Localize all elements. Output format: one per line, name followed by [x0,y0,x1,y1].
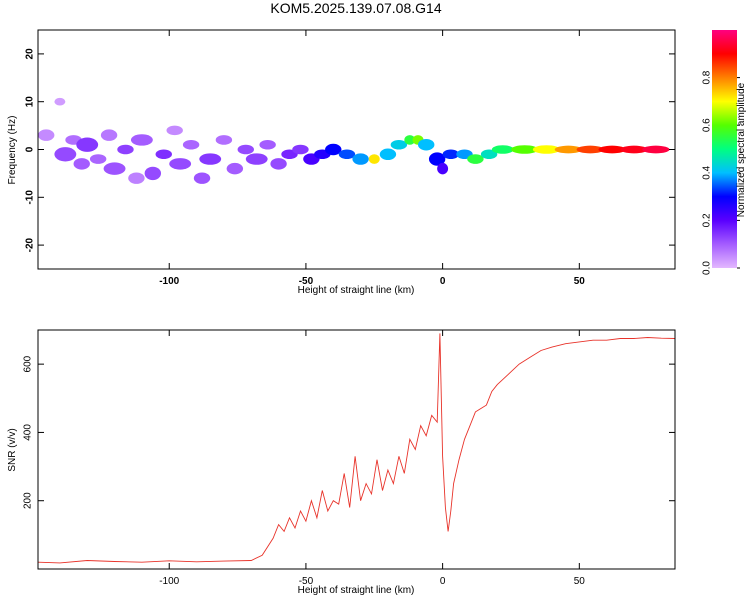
snr-frame [37,329,676,570]
y-tick-label: 10 [25,96,36,108]
spectrogram-blob [338,149,356,160]
spectrogram-blob [54,147,77,162]
spectrogram-blob [270,158,287,170]
spectrogram-blob [368,154,380,164]
y-tick-label: 600 [23,355,34,372]
spectrogram-blob [379,148,397,161]
spectrogram-blob [76,137,99,152]
snr-series-line [38,333,675,564]
spectrogram-blob [598,145,626,154]
spectrogram-blob [155,149,172,160]
spectrogram-blob [404,135,416,145]
y-tick-label: 20 [25,48,36,60]
spectrogram-y-ticks: -20 -10 0 10 20 [25,48,675,252]
spectrogram-y-axis-label: Frequency (Hz) [7,116,18,185]
spectrogram-blob [89,154,107,164]
spectrogram-blob [554,145,583,154]
x-tick-label: 0 [440,576,446,587]
y-tick-label: 0 [25,146,36,152]
x-tick-label: 50 [574,276,586,287]
colorbar-tick-label: 0.8 [702,70,713,84]
spectrogram-blob [390,139,408,150]
spectrogram-blob [418,138,435,151]
colorbar-ticks: 0.0 0.2 0.4 0.6 0.8 [702,70,740,275]
spectrogram-marks [38,97,670,184]
spectrogram-blob [128,172,145,184]
colorbar-label: Normalized spectral amplitude [736,82,747,217]
spectrogram-x-ticks: -100 -50 0 50 [159,30,585,287]
snr-y-ticks: 200 400 600 [23,355,675,509]
y-tick-label: 400 [23,424,34,441]
spectrogram-blob [292,144,309,155]
spectrogram-blob [54,97,66,106]
colorbar-tick-label: 0.4 [702,165,713,179]
spectrogram-blob [130,134,153,146]
spectrogram-blob [166,125,183,136]
colorbar-tick-label: 0.0 [702,261,713,275]
spectrogram-blob [325,143,342,156]
spectrogram-blob [182,139,200,150]
spectrogram-blob [642,145,670,154]
spectrogram-blob [428,152,446,166]
snr-x-axis-label: Height of straight line (km) [298,585,415,596]
spectrogram-blob [510,145,539,154]
spectrogram-blob [169,158,192,170]
x-tick-label: 50 [574,576,586,587]
spectrogram-blob [352,153,369,165]
snr-panel: -100 -50 0 50 200 400 600 Height of straight … [7,329,676,596]
spectrogram-blob [237,144,254,155]
spectrogram-blob [442,149,460,160]
y-tick-label: 200 [23,492,34,509]
x-tick-label: -50 [299,276,314,287]
colorbar: 0.0 0.2 0.4 0.6 0.8 Normalized spectral ampl… [702,30,747,275]
spectrogram-blob [245,153,268,165]
spectrogram-blob [532,145,561,154]
snr-x-ticks: -100 -50 0 50 [159,330,585,587]
spectrogram-blob [38,129,55,141]
snr-plot-area [38,330,675,569]
figure-title: KOM5.2025.139.07.08.G14 [270,0,441,16]
colorbar-tick-label: 0.6 [702,118,713,132]
y-tick-label: -20 [25,237,36,252]
spectrogram-blob [117,144,134,155]
x-tick-label: -50 [299,576,314,587]
spectrogram-blob [144,166,162,181]
spectrogram-blob [259,139,276,150]
x-tick-label: -100 [159,576,179,587]
x-tick-label: -100 [159,276,179,287]
colorbar-gradient [712,30,737,268]
spectrogram-x-axis-label: Height of straight line (km) [298,285,415,296]
spectrogram-blob [193,172,211,184]
spectrogram-blob [215,135,233,145]
spectrogram-blob [491,145,514,154]
spectrogram-blob [576,145,604,154]
spectrogram-blob [199,153,222,165]
spectrogram-blob [620,145,648,154]
spectrogram-blob [467,154,484,164]
spectrogram-blob [103,162,126,175]
y-tick-label: -10 [25,190,36,205]
spectrogram-blob [100,129,118,141]
spectrogram-blob [437,162,449,175]
spectrogram-blob [480,149,498,160]
spectrogram-blob [73,158,90,170]
colorbar-tick-label: 0.2 [702,213,713,227]
snr-y-axis-label: SNR (v/v) [7,428,18,471]
x-tick-label: 0 [440,276,446,287]
spectrogram-blob [226,162,244,175]
